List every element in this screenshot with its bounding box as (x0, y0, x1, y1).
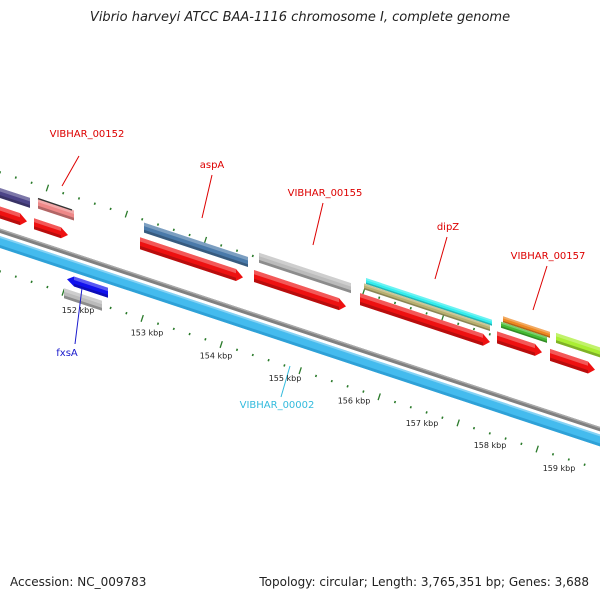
scale-label-kbp: 152 kbp (62, 306, 95, 315)
gene-block-aspa[interactable] (144, 222, 248, 267)
scale-label-kbp: 156 kbp (338, 397, 371, 406)
gene-label-dipz[interactable]: dipZ (437, 222, 459, 233)
gene-block-pink[interactable] (38, 198, 74, 221)
leader-vibhar-00152 (61, 155, 80, 187)
leader-vibhar-00002 (280, 365, 291, 398)
gene-label-fxsa[interactable]: fxsA (56, 348, 78, 359)
scale-label-kbp: 158 kbp (474, 441, 507, 450)
scale-label-kbp: 154 kbp (200, 351, 233, 360)
scale-label-kbp: 157 kbp (406, 419, 439, 428)
leader-aspa (201, 174, 213, 219)
scale-label-kbp: 155 kbp (269, 374, 302, 383)
gene-block-lime[interactable] (556, 332, 600, 358)
cds-arrow-left-edge[interactable] (0, 206, 27, 226)
genome-summary: Topology: circular; Length: 3,765,351 bp… (259, 575, 589, 589)
cds-arrow-aspa[interactable] (140, 237, 243, 281)
tick-marks (0, 171, 586, 467)
leader-dipz (434, 236, 448, 280)
gene-block-purple[interactable] (0, 187, 30, 208)
gene-label-vibhar-00002[interactable]: VIBHAR_00002 (240, 400, 315, 411)
gene-label-vibhar-00157[interactable]: VIBHAR_00157 (511, 251, 586, 262)
gc-band (0, 236, 600, 447)
chromosome-backbone (0, 228, 600, 432)
leader-fxsa (74, 287, 83, 345)
gene-block-dipz-tan[interactable] (364, 283, 490, 331)
feature-tracks (0, 187, 600, 447)
pink-gene-underline (37, 197, 73, 211)
map-title: Vibrio harveyi ATCC BAA-1116 chromosome … (89, 10, 511, 25)
feature-labels: VIBHAR_00152 aspA VIBHAR_00155 dipZ VIBHAR_0… (50, 129, 586, 473)
scale-label-kbp: 153 kbp (131, 329, 164, 338)
gene-block-dipz-cyan[interactable] (366, 278, 492, 326)
gene-block-green[interactable] (501, 321, 547, 343)
gene-block-vibhar-00155[interactable] (259, 252, 351, 294)
scale-label-kbp: 159 kbp (543, 464, 576, 473)
gene-label-vibhar-00152[interactable]: VIBHAR_00152 (50, 129, 125, 140)
cds-arrow-vibhar-00152[interactable] (34, 218, 68, 239)
leader-vibhar-00157 (532, 265, 548, 311)
gene-block-gray-lower[interactable] (64, 288, 102, 311)
gene-label-vibhar-00155[interactable]: VIBHAR_00155 (288, 188, 363, 199)
cds-arrow-fxsa[interactable] (67, 276, 108, 298)
cds-arrow-vibhar-00155[interactable] (254, 270, 346, 311)
cds-arrow-right-edge[interactable] (550, 348, 595, 374)
gene-block-orange[interactable] (503, 316, 550, 338)
cds-arrow-dipz[interactable] (360, 293, 490, 346)
accession-text: Accession: NC_009783 (10, 575, 147, 589)
gene-label-aspa[interactable]: aspA (200, 160, 225, 171)
cds-arrow-vibhar-00157[interactable] (497, 331, 542, 356)
leader-vibhar-00155 (312, 202, 324, 246)
